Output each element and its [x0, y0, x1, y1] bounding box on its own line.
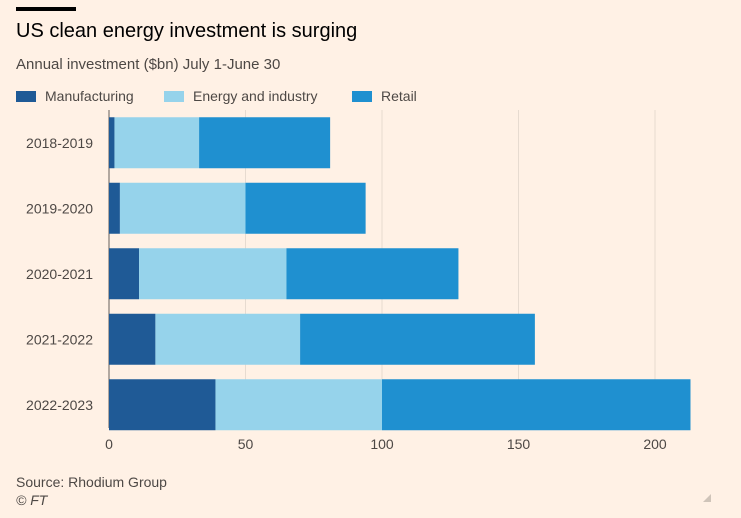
- source-note: Source: Rhodium Group: [16, 474, 167, 490]
- x-tick-label-100: 100: [370, 436, 394, 452]
- bar-energy-and-industry-2020-2021: [139, 248, 287, 300]
- x-tick-label-0: 0: [105, 436, 113, 452]
- legend-label-manufacturing: Manufacturing: [45, 88, 134, 104]
- y-category-label-2021-2022: 2021-2022: [26, 331, 93, 347]
- bar-retail-2018-2019: [199, 117, 331, 169]
- y-category-label-2018-2019: 2018-2019: [26, 135, 93, 151]
- bar-chart: 0 50 100 150 200 2018-2019 2019-2020 2020-2021 2…: [26, 110, 691, 452]
- bar-retail-2021-2022: [300, 313, 535, 365]
- bar-energy-and-industry-2021-2022: [155, 313, 301, 365]
- x-tick-label-150: 150: [507, 436, 531, 452]
- ft-credit: © FT: [16, 492, 48, 508]
- bar-energy-and-industry-2019-2020: [119, 182, 246, 234]
- legend-item-energy-and-industry: Energy and industry: [164, 88, 318, 104]
- bar-energy-and-industry-2022-2023: [215, 379, 382, 431]
- bar-manufacturing-2019-2020: [109, 182, 120, 234]
- resize-handle-icon: [703, 494, 711, 502]
- x-tick-label-50: 50: [238, 436, 254, 452]
- bar-manufacturing-2018-2019: [109, 117, 115, 169]
- legend-item-manufacturing: Manufacturing: [16, 88, 134, 104]
- bar-manufacturing-2021-2022: [109, 313, 156, 365]
- bar-manufacturing-2020-2021: [109, 248, 140, 300]
- y-category-label-2022-2023: 2022-2023: [26, 397, 93, 413]
- chart-title: US clean energy investment is surging: [16, 20, 358, 42]
- brand-top-bar: [16, 7, 76, 11]
- legend-item-retail: Retail: [352, 88, 417, 104]
- bar-retail-2020-2021: [286, 248, 459, 300]
- legend-label-energy-and-industry: Energy and industry: [193, 88, 318, 104]
- bar-retail-2019-2020: [245, 182, 366, 234]
- bar-energy-and-industry-2018-2019: [114, 117, 200, 169]
- bar-manufacturing-2022-2023: [109, 379, 216, 431]
- bar-retail-2022-2023: [382, 379, 691, 431]
- legend-swatch-manufacturing: [16, 90, 36, 102]
- y-category-label-2019-2020: 2019-2020: [26, 200, 93, 216]
- chart-subtitle: Annual investment ($bn) July 1-June 30: [16, 56, 281, 73]
- y-category-label-2020-2021: 2020-2021: [26, 266, 93, 282]
- legend-swatch-energy-and-industry: [164, 90, 184, 102]
- x-tick-label-200: 200: [643, 436, 667, 452]
- legend-label-retail: Retail: [381, 88, 417, 104]
- legend-swatch-retail: [352, 90, 372, 102]
